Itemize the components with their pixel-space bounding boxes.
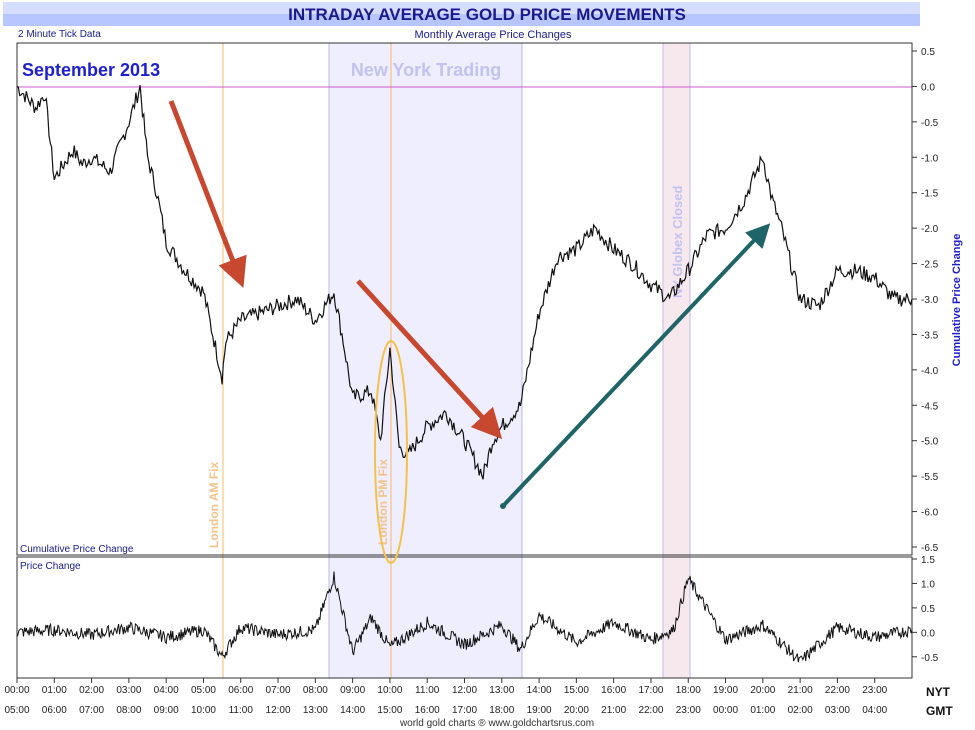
lower-panel-title: Price Change [20,561,81,572]
y-tick-label: 0.0 [921,82,935,93]
x-tick-label-nyt: 10:00 [377,685,402,696]
gmt-label: GMT [926,704,953,718]
y-tick-label: -3.0 [921,295,939,306]
y-ticks-upper: 0.5 0.0 -0.5 -1.0 -1.5 -2.0 -2.5 -3.0 -3.5 -4.0 -4… [912,47,939,554]
y-tick-label: -1.0 [921,153,939,164]
x-tick-label-nyt: 14:00 [527,685,552,696]
recovery-arrow [501,223,771,508]
x-tick-label-gmt: 09:00 [154,705,179,716]
x-tick-label-nyt: 07:00 [266,685,291,696]
y-tick-label: 1.5 [921,555,935,566]
tick-data-note: 2 Minute Tick Data [18,29,101,40]
y-tick-label: 1.0 [921,579,935,590]
x-tick-label-nyt: 21:00 [788,685,813,696]
x-tick-label-nyt: 17:00 [638,685,663,696]
x-tick-label-gmt: 11:00 [229,705,254,716]
x-tick-label-nyt: 23:00 [862,685,887,696]
recovery-arrow-start [500,503,506,509]
y-tick-label: -0.5 [921,653,939,664]
y-tick-label: -6.5 [921,543,939,554]
title-bar-highlight [3,2,920,14]
x-tick-label-gmt: 16:00 [415,705,440,716]
x-tick-label-gmt: 17:00 [452,705,477,716]
x-tick-label-gmt: 20:00 [564,705,589,716]
x-tick-label-gmt: 03:00 [825,705,850,716]
x-tick-label-gmt: 04:00 [862,705,887,716]
x-tick-label-nyt: 22:00 [825,685,850,696]
nyt-label: NYT [926,685,951,699]
london-pm-fix-label: London PM Fix [376,459,390,545]
decline-arrow-2 [356,279,503,440]
y-tick-label: -2.5 [921,260,939,271]
x-tick-label-nyt: 08:00 [303,685,328,696]
x-tick-label-nyt: 02:00 [79,685,104,696]
x-tick-label-nyt: 12:00 [452,685,477,696]
y-tick-label: -2.0 [921,224,939,235]
x-tick-label-nyt: 06:00 [228,685,253,696]
x-tick-label-nyt: 20:00 [750,685,775,696]
y-tick-label: -0.5 [921,118,939,129]
x-tick-label-gmt: 22:00 [638,705,663,716]
decline-arrow-1 [168,100,247,288]
x-tick-label-gmt: 18:00 [489,705,514,716]
y-tick-label: -4.0 [921,366,939,377]
chart-subtitle: Monthly Average Price Changes [415,29,572,41]
chart-title: INTRADAY AVERAGE GOLD PRICE MOVEMENTS [288,5,686,24]
x-tick-label-gmt: 05:00 [4,705,29,716]
x-tick-label-gmt: 00:00 [713,705,738,716]
y-axis-label: Cumulative Price Change [951,234,963,367]
x-tick-label-nyt: 09:00 [340,685,365,696]
ny-trading-label: New York Trading [351,60,501,80]
x-tick-label-nyt: 05:00 [191,685,216,696]
x-tick-label-nyt: 16:00 [601,685,626,696]
y-tick-label: -6.0 [921,508,939,519]
x-tick-label-gmt: 12:00 [266,705,291,716]
x-tick-label-nyt: 03:00 [116,685,141,696]
x-tick-label-gmt: 14:00 [340,705,365,716]
y-tick-label: -5.0 [921,437,939,448]
y-tick-label: -1.5 [921,189,939,200]
x-ticks: 00:00 05:00 01:00 06:00 02:00 07:00 03:00 08:00… [4,678,888,716]
x-tick-label-nyt: 00:00 [4,685,29,696]
x-tick-label-gmt: 06:00 [42,705,67,716]
x-tick-label-gmt: 13:00 [303,705,328,716]
cumulative-price-line [16,84,913,480]
x-tick-label-gmt: 07:00 [79,705,104,716]
globex-closed-band [662,42,691,679]
x-tick-label-nyt: 19:00 [713,685,738,696]
y-ticks-lower: 1.5 1.0 0.5 0.0 -0.5 [912,555,939,664]
x-tick-label-gmt: 01:00 [750,705,775,716]
pm-fix-highlight-ellipse [374,340,408,564]
x-tick-label-gmt: 15:00 [377,705,402,716]
x-tick-label-gmt: 02:00 [788,705,813,716]
ny-trading-band [328,42,523,679]
x-tick-label-nyt: 15:00 [564,685,589,696]
price-change-line [16,571,913,663]
x-tick-label-gmt: 10:00 [191,705,216,716]
x-tick-label-nyt: 13:00 [489,685,514,696]
upper-panel-title: Cumulative Price Change [20,544,134,555]
x-tick-label-nyt: 18:00 [676,685,701,696]
y-tick-label: -3.5 [921,330,939,341]
y-tick-label: 0.0 [921,628,935,639]
x-tick-label-gmt: 23:00 [676,705,701,716]
x-tick-label-nyt: 01:00 [42,685,67,696]
x-tick-label-gmt: 08:00 [116,705,141,716]
x-tick-label-gmt: 21:00 [601,705,626,716]
london-am-fix-label: London AM Fix [207,461,221,548]
shading-layer [17,42,912,679]
y-tick-label: 0.5 [921,604,935,615]
y-tick-label: 0.5 [921,47,935,58]
footer-credit: world gold charts ® www.goldchartsrus.co… [399,718,594,729]
x-tick-label-nyt: 11:00 [415,685,440,696]
x-tick-label-gmt: 19:00 [527,705,552,716]
y-tick-label: -4.5 [921,401,939,412]
y-tick-label: -5.5 [921,472,939,483]
month-label: September 2013 [22,60,160,80]
x-tick-label-nyt: 04:00 [154,685,179,696]
globex-closed-label: NY Globex Closed [670,185,685,298]
